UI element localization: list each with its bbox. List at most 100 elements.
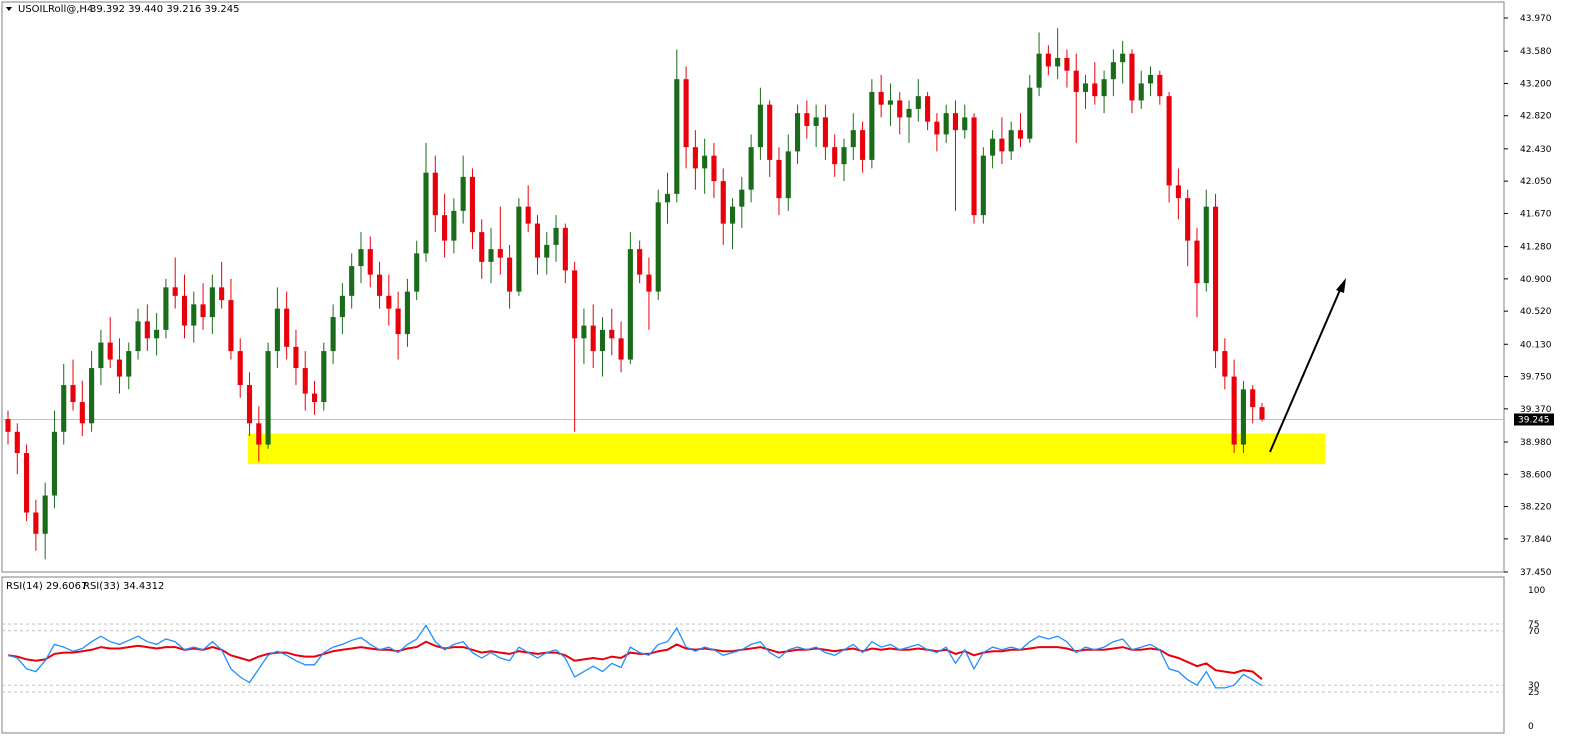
- support-zone-highlight: [248, 433, 1325, 465]
- price-tick-label: 42.820: [1520, 112, 1552, 122]
- candle-body: [404, 291, 410, 335]
- candle-body: [1138, 83, 1144, 101]
- candlesticks: [5, 28, 1265, 560]
- price-tick-label: 42.050: [1520, 177, 1552, 187]
- candle-body: [711, 155, 717, 182]
- rsi-tick-label: 75: [1528, 620, 1539, 630]
- candle-body: [1194, 240, 1200, 284]
- candle-body: [804, 113, 810, 126]
- candle-body: [1203, 206, 1209, 284]
- candle-body: [432, 172, 438, 216]
- candle-body: [1101, 79, 1107, 97]
- candle-body: [14, 431, 20, 454]
- candle-body: [562, 227, 568, 271]
- candle-body: [1036, 53, 1042, 88]
- candle-body: [144, 321, 150, 339]
- candle-body: [739, 189, 745, 207]
- rsi-tick-label: 0: [1528, 722, 1534, 732]
- candle-body: [395, 308, 401, 335]
- candle-body: [237, 351, 243, 386]
- candle-body: [785, 151, 791, 199]
- candle-body: [934, 121, 940, 135]
- candle-body: [126, 351, 132, 377]
- candle-body: [572, 270, 578, 339]
- candle-body: [1055, 57, 1061, 67]
- candle-body: [1213, 206, 1219, 352]
- collapse-triangle-icon[interactable]: [6, 7, 12, 11]
- candle-body: [5, 419, 11, 432]
- candle-body: [980, 155, 986, 216]
- candle-body: [1064, 57, 1070, 71]
- candle-body: [860, 130, 866, 160]
- price-tick-label: 39.370: [1520, 405, 1552, 415]
- candle-body: [460, 176, 466, 211]
- candle-body: [181, 295, 188, 326]
- candle-body: [469, 176, 475, 233]
- candle-body: [89, 368, 95, 424]
- candle-body: [692, 147, 698, 169]
- price-panel[interactable]: 43.970 43.580 43.200 42.820 42.430 42.050 41.6…: [1, 1, 1554, 578]
- arrow-head: [1336, 278, 1346, 293]
- candle-body: [1110, 62, 1116, 80]
- rsi33-label: RSI(33) 34.4312: [83, 581, 164, 592]
- candle-body: [999, 138, 1005, 152]
- price-tick-label: 38.980: [1520, 438, 1552, 448]
- price-tick-label: 37.450: [1520, 568, 1552, 578]
- candle-body: [1259, 407, 1265, 420]
- candle-body: [479, 232, 485, 262]
- candle-body: [51, 431, 57, 496]
- candle-body: [822, 117, 828, 148]
- candle-body: [377, 274, 383, 296]
- price-tick-label: 38.600: [1520, 470, 1552, 480]
- rsi-panel-border: [1, 576, 1505, 734]
- candle-body: [61, 385, 67, 432]
- candle-body: [265, 351, 271, 445]
- price-tick-label: 40.900: [1520, 275, 1552, 285]
- candle-body: [544, 244, 550, 258]
- candle-body: [191, 304, 197, 326]
- rsi-tick-label: 100: [1528, 586, 1545, 596]
- candle-body: [952, 113, 959, 131]
- candle-body: [293, 346, 299, 369]
- candle-body: [627, 249, 633, 360]
- candle-body: [590, 325, 596, 352]
- candle-body: [1027, 87, 1033, 139]
- candle-body: [599, 329, 606, 352]
- candle-body: [915, 96, 921, 109]
- rsi-tick-label: 25: [1528, 688, 1539, 698]
- candle-body: [609, 329, 615, 339]
- candle-body: [172, 287, 178, 296]
- candle-body: [525, 206, 531, 224]
- candle-body: [925, 96, 931, 122]
- candle-body: [302, 368, 308, 394]
- candle-body: [832, 147, 838, 165]
- candle-body: [423, 172, 429, 254]
- arrow-shaft: [1269, 289, 1341, 453]
- candle-body: [655, 202, 661, 292]
- candle-body: [813, 117, 819, 126]
- candle-body: [962, 117, 968, 131]
- candle-body: [1082, 83, 1089, 92]
- price-tick-label: 39.750: [1520, 373, 1552, 383]
- candle-body: [200, 304, 206, 318]
- ohlc-label: 39.392 39.440 39.216 39.245: [90, 4, 240, 15]
- candle-body: [553, 227, 559, 245]
- candle-body: [497, 249, 503, 258]
- candle-body: [246, 385, 253, 424]
- candle-body: [534, 223, 541, 258]
- candle-body: [841, 147, 847, 165]
- candle-body: [1222, 351, 1228, 377]
- candle-body: [321, 351, 327, 403]
- candle-body: [330, 317, 336, 352]
- candle-body: [878, 91, 884, 105]
- candle-body: [674, 79, 680, 194]
- candle-body: [795, 113, 801, 152]
- last-price-label: 39.245: [1518, 415, 1550, 425]
- price-tick-label: 40.130: [1520, 340, 1552, 350]
- rsi14-label: RSI(14) 29.6067: [6, 581, 87, 592]
- candle-body: [107, 342, 113, 360]
- candle-body: [720, 181, 726, 224]
